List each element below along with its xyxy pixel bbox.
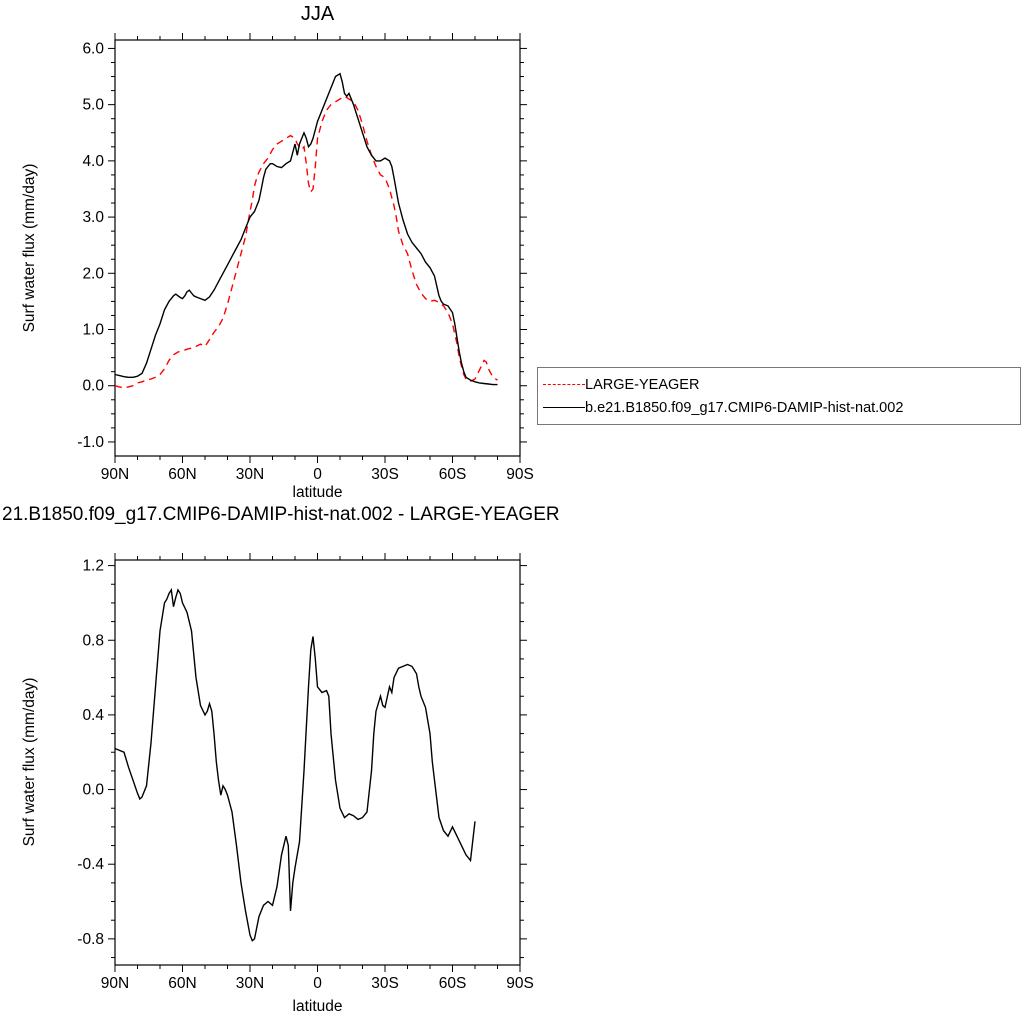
y-tick-label: 0.0 xyxy=(82,782,104,799)
y-tick-label: -0.8 xyxy=(77,931,104,948)
y-tick-label: 6.0 xyxy=(82,40,104,57)
jja-chart-title: JJA xyxy=(300,3,335,25)
difference-chart-title: 21.B1850.f09_g17.CMIP6-DAMIP-hist-nat.00… xyxy=(2,504,560,525)
y-tick-label: 5.0 xyxy=(82,97,104,114)
plot-frame xyxy=(114,39,521,457)
y-tick-label: 1.0 xyxy=(82,322,104,339)
red-dashed-line-sample xyxy=(543,384,585,385)
x-axis-label-bottom: latitude xyxy=(292,998,343,1015)
x-tick-label: 90N xyxy=(101,975,129,992)
y-tick-label: 4.0 xyxy=(82,153,104,170)
difference-chart: 90N 60N 30N 0 30S 60S 90S 1.2 0.8 0.4 0.0 -0.4 -0.8 xyxy=(77,553,534,992)
x-tick-label: 90S xyxy=(506,466,534,483)
y-tick-label: 0.4 xyxy=(82,707,104,724)
y-tick-label: 3.0 xyxy=(82,209,104,226)
legend-label-large-yeager: LARGE-YEAGER xyxy=(585,376,700,393)
black-solid-line-sample xyxy=(543,407,585,408)
y-tick-label: 0.8 xyxy=(82,632,104,649)
legend-label-hist-nat: b.e21.B1850.f09_g17.CMIP6-DAMIP-hist-nat… xyxy=(585,399,904,416)
series-large-yeager-line xyxy=(114,95,498,389)
y-axis-label-top: Surf water flux (mm/day) xyxy=(21,163,38,333)
y-tick-label: -0.4 xyxy=(77,856,104,873)
x-axis-label-top: latitude xyxy=(292,484,343,501)
y-tick-label: 1.2 xyxy=(82,558,104,575)
legend-item-large-yeager: LARGE-YEAGER xyxy=(543,376,1020,394)
x-tick-label: 60N xyxy=(168,975,196,992)
x-tick-label: 30S xyxy=(371,975,399,992)
x-tick-label: 60S xyxy=(439,975,467,992)
x-tick-label: 30S xyxy=(371,466,399,483)
x-tick-label: 30N xyxy=(236,466,264,483)
y-axis-label-bottom: Surf water flux (mm/day) xyxy=(21,677,38,847)
series-difference-line xyxy=(114,587,476,942)
x-tick-label: 30N xyxy=(236,975,264,992)
y-tick-label: 2.0 xyxy=(82,265,104,282)
x-tick-label: 0 xyxy=(313,975,322,992)
x-tick-label: 60S xyxy=(439,466,467,483)
x-tick-label: 90S xyxy=(506,975,534,992)
y-tick-label: 0.0 xyxy=(82,378,104,395)
plot-frame xyxy=(114,559,521,966)
x-tick-label: 0 xyxy=(313,466,322,483)
x-tick-label: 90N xyxy=(101,466,129,483)
series-hist-nat-line xyxy=(114,72,498,386)
x-tick-label: 60N xyxy=(168,466,196,483)
y-tick-label: -1.0 xyxy=(77,434,104,451)
jja-chart: 90N 60N 30N 0 30S 60S 90S 6.0 5.0 4.0 3.0 2.0 1.0 0.0… xyxy=(77,33,534,483)
legend: LARGE-YEAGER b.e21.B1850.f09_g17.CMIP6-D… xyxy=(537,367,1021,425)
legend-item-hist-nat: b.e21.B1850.f09_g17.CMIP6-DAMIP-hist-nat… xyxy=(543,399,1020,417)
